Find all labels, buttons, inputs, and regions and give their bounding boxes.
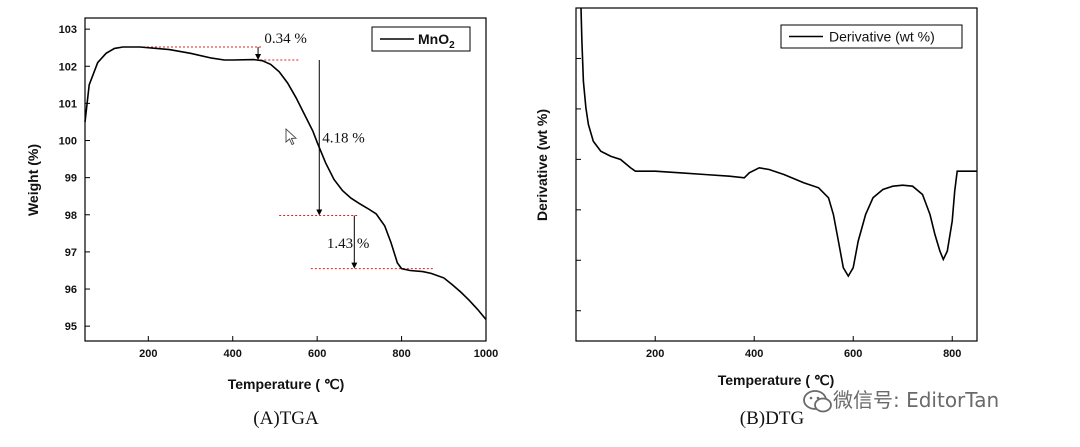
tga-y-tick-label: 98 [65,210,77,222]
tga-x-tick-label: 1000 [474,348,498,360]
tga-series-line [84,46,487,321]
tga-legend-label: MnO2 [418,31,455,51]
tga-guide-lines [122,46,434,270]
wechat-icon [803,390,832,413]
dtg-legend-label: Derivative (wt %) [829,29,935,45]
tga-caption: (A)TGA [253,408,319,429]
dtg-caption: (B)DTG [740,408,805,429]
dtg-y-ticks [576,57,581,312]
dtg-x-tick-label: 400 [745,348,763,360]
tga-x-tick-label: 400 [224,348,242,360]
dtg-legend-box [780,24,963,49]
tga-y-tick-label: 100 [59,136,77,148]
tga-x-tick-label: 200 [139,348,157,360]
tga-annotation: 4.18 % [322,130,365,146]
tga-plot-frame [84,17,487,342]
tga-x-tick-label: 800 [392,348,410,360]
tga-x-tick-label: 600 [308,348,326,360]
tga-y-axis-label: Weight (%) [25,144,41,216]
tga-arrow-head [255,53,262,60]
tga-y-ticks: 95 96 97 98 99 100 101 102 103 [59,24,90,333]
tga-y-tick-label: 97 [65,247,77,259]
tga-y-tick-label: 103 [59,24,77,36]
dtg-x-tick-label: 600 [844,348,862,360]
dtg-y-axis-label: Derivative (wt %) [534,109,550,221]
dtg-panel: 200 400 600 800 Derivative (wt %) Temperatu… [534,7,978,429]
mouse-cursor-icon [285,127,298,146]
dtg-x-tick-label: 800 [943,348,961,360]
tga-y-tick-label: 99 [65,173,77,185]
tga-arrow-head [316,209,323,216]
dtg-x-ticks: 200 400 600 800 [646,336,961,360]
dtg-legend: Derivative (wt %) [780,24,963,49]
tga-x-axis-label: Temperature ( ℃) [228,376,345,392]
tga-panel: 200 400 600 800 1000 9596979899100101102103 … [25,17,498,429]
watermark: 微信号: EditorTan [803,388,999,413]
dtg-x-tick-label: 200 [646,348,664,360]
tga-annotation: 1.43 % [327,236,370,252]
tga-legend: MnO2 [371,26,471,52]
dtg-plot-frame [575,7,978,342]
tga-arrows [255,46,358,269]
tga-y-tick-label: 95 [65,321,77,333]
tga-arrow-head [351,262,358,269]
tga-y-tick-label: 102 [59,61,77,73]
dtg-series-line [580,7,977,278]
tga-y-tick-label: 96 [65,284,77,296]
watermark-text: 微信号: EditorTan [833,388,999,412]
tga-y-tick-label: 101 [59,98,77,110]
dtg-x-axis-label: Temperature ( ℃) [718,372,835,388]
tga-x-ticks: 200 400 600 800 1000 [139,336,498,360]
tga-annotations: 0.34 % 4.18 % 1.43 % [264,31,369,252]
tga-annotation: 0.34 % [264,31,307,47]
